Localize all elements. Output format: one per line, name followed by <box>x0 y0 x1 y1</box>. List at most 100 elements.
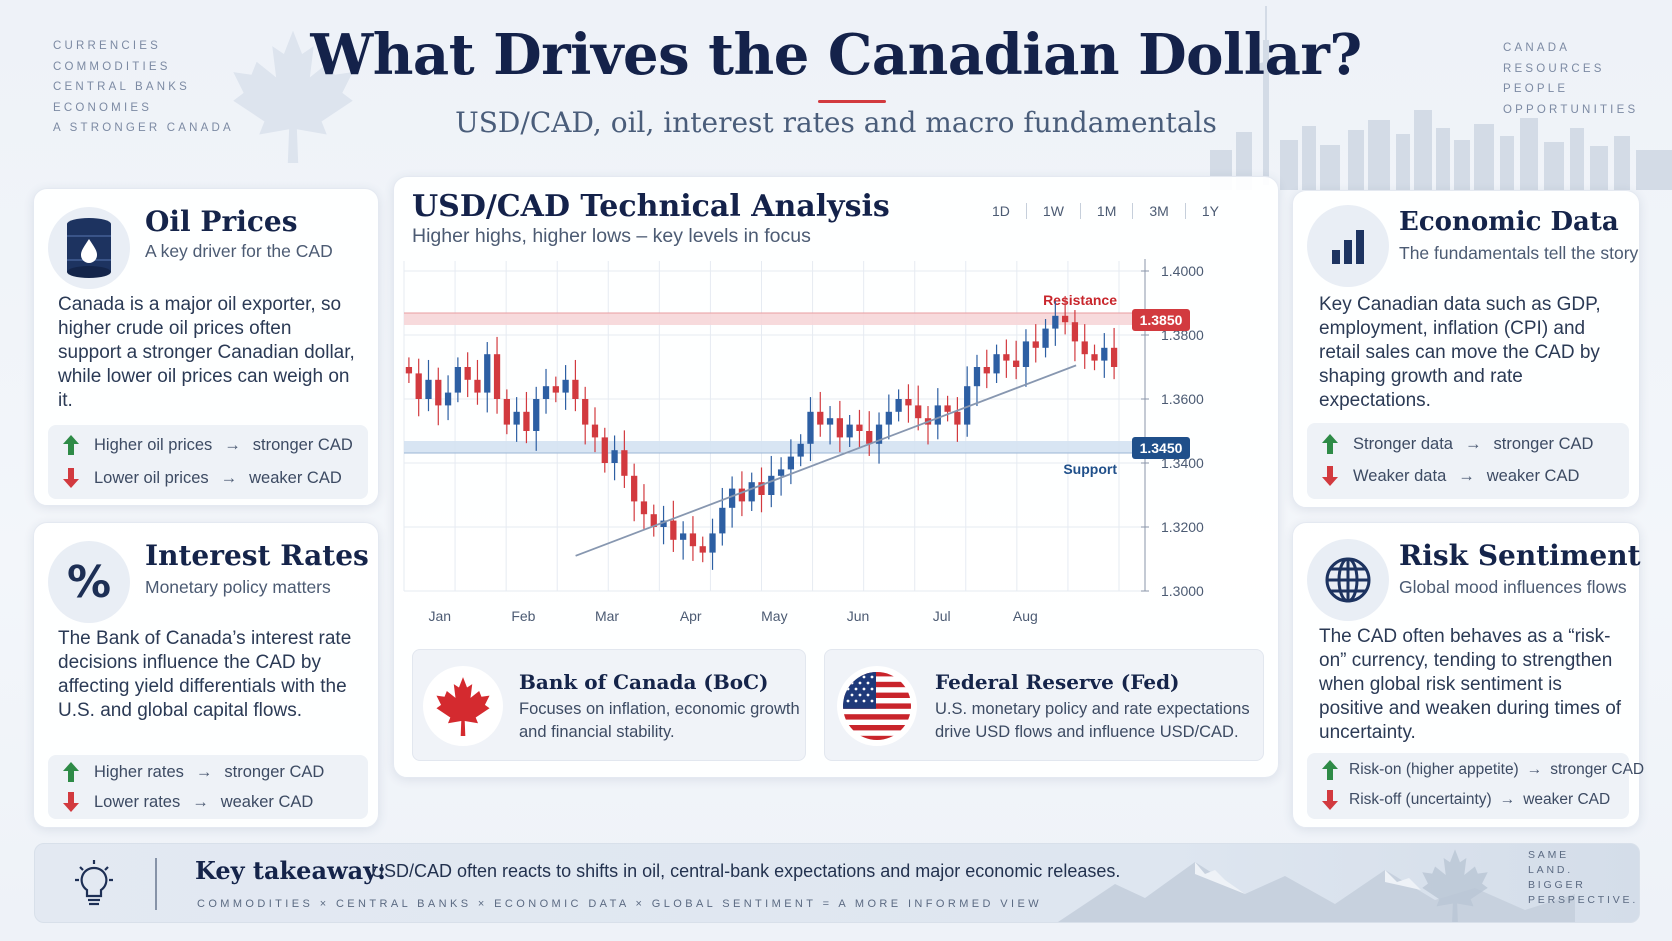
bar-chart-icon <box>1307 205 1389 287</box>
candle <box>758 482 765 495</box>
candle <box>552 386 559 393</box>
corner-item: Opportunities <box>1503 103 1639 116</box>
candle <box>640 501 648 515</box>
down-arrow-icon <box>1322 466 1338 486</box>
candle <box>836 418 843 438</box>
candle <box>1110 347 1118 367</box>
side-line: Bigger <box>1528 879 1586 891</box>
side-line: Perspective. <box>1528 894 1639 906</box>
candle <box>777 469 785 476</box>
y-tick-label: 1.3200 <box>1161 519 1204 535</box>
x-tick-label: Feb <box>511 608 535 624</box>
support-label: Support <box>1063 461 1117 477</box>
down-arrow-icon <box>63 792 79 812</box>
candle <box>1022 341 1030 367</box>
support-price-text: 1.3450 <box>1140 440 1183 456</box>
candle <box>817 411 824 425</box>
candle <box>993 354 1000 374</box>
economic-down-label: Weaker data <box>1353 466 1447 485</box>
oil-title: Oil Prices <box>145 205 298 238</box>
candle <box>444 392 452 406</box>
uptrend-line <box>575 364 1077 557</box>
economic-down-row: Weaker data → weaker CAD <box>1321 465 1579 487</box>
candle <box>1042 328 1049 348</box>
right-arrow-icon: → <box>1464 434 1482 453</box>
economic-effects-box: Stronger data → stronger CAD Weaker data… <box>1307 423 1629 499</box>
right-corner-list: Canada Resources People Opportunities <box>1503 38 1638 120</box>
right-arrow-icon: → <box>220 468 238 487</box>
rates-down-label: Lower rates <box>94 792 181 811</box>
candle <box>719 507 726 534</box>
candle <box>768 475 775 495</box>
rates-down-row: Lower rates → weaker CAD <box>62 791 313 813</box>
candle <box>954 411 961 425</box>
candle <box>807 411 814 444</box>
candle <box>699 546 706 553</box>
timeframe-1m[interactable]: 1M <box>1081 203 1134 219</box>
x-tick-label: Jan <box>428 608 451 624</box>
candle <box>405 367 413 374</box>
down-arrow-icon <box>63 468 79 488</box>
candle <box>944 405 951 412</box>
timeframe-3m[interactable]: 3M <box>1133 203 1186 219</box>
key-takeaway-bar: Key takeaway: USD/CAD often reacts to sh… <box>34 843 1640 923</box>
candle <box>493 354 501 399</box>
right-arrow-icon: → <box>224 435 241 454</box>
rates-down-result: weaker CAD <box>220 792 314 811</box>
candle <box>1052 315 1059 329</box>
candle <box>1091 354 1098 361</box>
oil-down-row: Lower oil prices → weaker CAD <box>62 467 342 489</box>
technical-analysis-panel: USD/CAD Technical Analysis Higher highs,… <box>393 176 1279 778</box>
candle <box>523 411 530 431</box>
candle <box>973 367 981 387</box>
candle <box>1032 341 1039 348</box>
left-corner-list: Currencies Commodities Central Banks Eco… <box>53 36 234 139</box>
candle <box>621 450 628 476</box>
rates-up-result: stronger CAD <box>224 762 325 781</box>
side-line: Same <box>1528 849 1569 861</box>
up-arrow-icon <box>63 762 79 782</box>
up-arrow-icon <box>1322 760 1338 780</box>
risk-down-label: Risk-off (uncertainty) <box>1349 791 1492 808</box>
candle <box>503 399 510 425</box>
candle <box>826 418 834 425</box>
candle <box>689 533 697 547</box>
timeframe-1w[interactable]: 1W <box>1027 203 1081 219</box>
right-arrow-icon: → <box>1499 791 1516 808</box>
economic-subtitle: The fundamentals tell the story <box>1399 243 1639 263</box>
right-arrow-icon: → <box>1526 761 1543 778</box>
timeframe-selector: 1D 1W 1M 3M 1Y <box>976 203 1235 219</box>
risk-up-row: Risk-on (higher appetite) → stronger CAD <box>1321 759 1644 781</box>
support-band <box>404 441 1139 453</box>
economic-down-result: weaker CAD <box>1486 466 1580 485</box>
corner-item: Central Banks <box>53 81 191 93</box>
corner-item: Resources <box>1503 62 1605 75</box>
x-tick-label: Jun <box>847 608 870 624</box>
candle <box>415 373 422 399</box>
candle <box>1081 341 1088 355</box>
timeframe-1y[interactable]: 1Y <box>1201 203 1219 219</box>
lightbulb-icon <box>75 860 113 906</box>
economic-up-label: Stronger data <box>1353 434 1453 453</box>
corner-item: Canada <box>1503 42 1571 54</box>
oil-prices-card: Oil Prices A key driver for the CAD Cana… <box>33 188 379 506</box>
boc-body: Focuses on inflation, economic growth an… <box>519 700 800 741</box>
candle <box>425 379 432 399</box>
boc-box: Bank of Canada (BoC) Focuses on inflatio… <box>412 649 806 761</box>
risk-up-label: Risk-on (higher appetite) <box>1349 761 1519 778</box>
candle <box>885 411 892 425</box>
candle <box>983 367 990 374</box>
candle <box>875 424 883 444</box>
risk-effects-box: Risk-on (higher appetite) → stronger CAD… <box>1307 753 1644 819</box>
candle <box>934 405 941 425</box>
risk-up-result: stronger CAD <box>1550 761 1645 778</box>
oil-body: Canada is a major oil exporter, so highe… <box>58 294 355 411</box>
background-maple-leaf-icon <box>233 30 353 163</box>
timeframe-1d[interactable]: 1D <box>976 203 1027 219</box>
candle <box>964 386 971 425</box>
down-arrow-icon <box>1322 790 1338 810</box>
support-price-tag <box>1132 437 1190 459</box>
candle <box>631 475 638 502</box>
page-subtitle: USD/CAD, oil, interest rates and macro f… <box>455 106 1217 139</box>
risk-subtitle: Global mood influences flows <box>1399 577 1627 597</box>
